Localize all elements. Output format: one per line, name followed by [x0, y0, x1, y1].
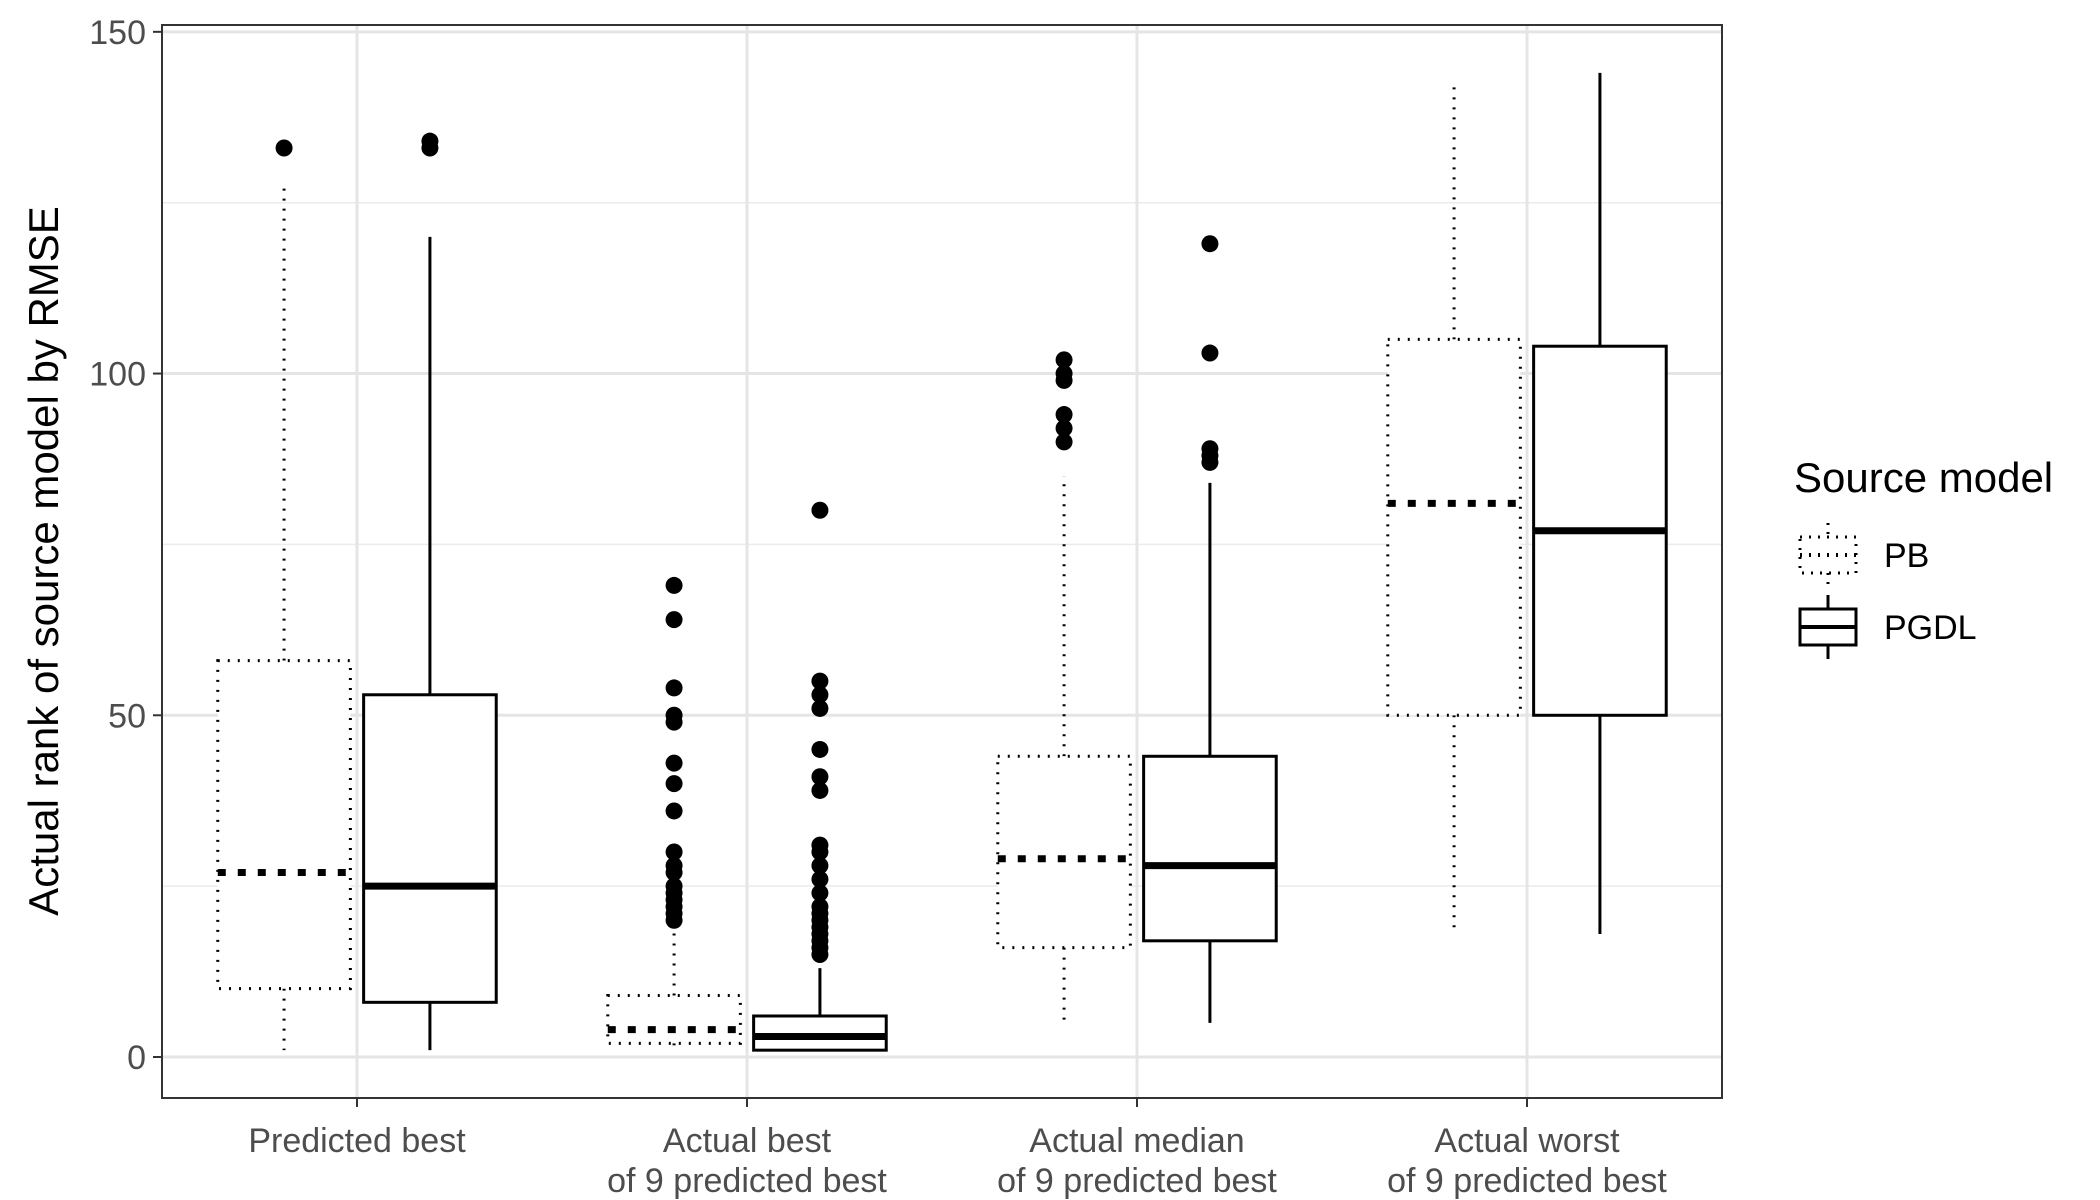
legend: Source model PB PGDL [1794, 454, 2053, 659]
outlier-point [1055, 433, 1073, 451]
box-pb-2 [606, 576, 742, 1051]
outlier-point [1055, 419, 1073, 437]
outlier-point [665, 802, 683, 820]
x-tick-label: Actual best of 9 predicted best [607, 1122, 887, 1200]
outlier-point [811, 836, 829, 854]
x-tick-label-line: of 9 predicted best [1387, 1162, 1667, 1200]
iqr-box [1142, 754, 1278, 943]
outlier-point [665, 877, 683, 895]
outlier-point [665, 775, 683, 793]
x-tick-label-line: of 9 predicted best [607, 1162, 887, 1200]
series-pgdl [362, 72, 1668, 1052]
outlier-point [811, 672, 829, 690]
outlier-point [1201, 440, 1219, 458]
outlier-point [665, 706, 683, 724]
outlier-point [275, 139, 293, 157]
y-axis-title: Actual rank of source model by RMSE [20, 206, 67, 916]
outlier-point [811, 699, 829, 717]
y-tick-label: 100 [89, 356, 146, 394]
legend-label-pb: PB [1884, 537, 1929, 575]
outlier-point [811, 898, 829, 916]
iqr-box [996, 754, 1132, 950]
outlier-point [811, 781, 829, 799]
box-pgdl-2 [752, 501, 888, 1052]
y-tick-label: 0 [127, 1039, 146, 1077]
legend-title: Source model [1794, 454, 2053, 501]
outlier-point [665, 611, 683, 629]
outlier-point [665, 576, 683, 594]
box-pgdl-1 [362, 132, 498, 1051]
outlier-point [1055, 406, 1073, 424]
series-pb [216, 86, 1522, 1051]
x-tick-label: Actual worst of 9 predicted best [1387, 1122, 1667, 1200]
iqr-box [606, 993, 742, 1045]
x-tick-label-line: of 9 predicted best [997, 1162, 1277, 1200]
legend-label-pgdl: PGDL [1884, 609, 1977, 647]
box-pgdl-4 [1532, 72, 1668, 934]
outlier-point [665, 857, 683, 875]
x-tick-label-line: Actual median [1029, 1122, 1244, 1160]
iqr-box [1386, 337, 1522, 717]
outlier-point [1055, 351, 1073, 369]
iqr-box [362, 693, 498, 1004]
x-tick-label-line: Predicted best [248, 1122, 466, 1160]
outlier-point [811, 740, 829, 758]
outlier-point [811, 870, 829, 888]
grid-lines [162, 25, 1722, 1098]
box-pgdl-3 [1142, 235, 1278, 1023]
outlier-point [811, 501, 829, 519]
box-pb-4 [1386, 86, 1522, 934]
x-tick-label: Predicted best [248, 1122, 466, 1160]
box-pb-1 [216, 139, 352, 1051]
box-pb-3 [996, 351, 1132, 1023]
boxes [216, 72, 1668, 1052]
outlier-point [811, 768, 829, 786]
outlier-point [665, 843, 683, 861]
y-tick-label: 50 [108, 697, 146, 735]
outlier-point [811, 884, 829, 902]
legend-key-pgdl [1798, 595, 1858, 659]
outlier-point [811, 686, 829, 704]
y-tick-label: 150 [89, 14, 146, 52]
outlier-point [1201, 344, 1219, 362]
outlier-point [421, 132, 439, 150]
outlier-point [665, 679, 683, 697]
x-tick-label-line: Actual best [663, 1122, 832, 1160]
outlier-point [811, 857, 829, 875]
outlier-point [1055, 365, 1073, 383]
legend-key-pb [1798, 523, 1858, 587]
panel-border [161, 24, 1723, 1099]
iqr-box [216, 659, 352, 991]
x-tick-label-line: Actual worst [1434, 1122, 1620, 1160]
x-tick-label: Actual median of 9 predicted best [997, 1122, 1277, 1200]
outlier-point [1201, 235, 1219, 253]
outlier-point [665, 754, 683, 772]
